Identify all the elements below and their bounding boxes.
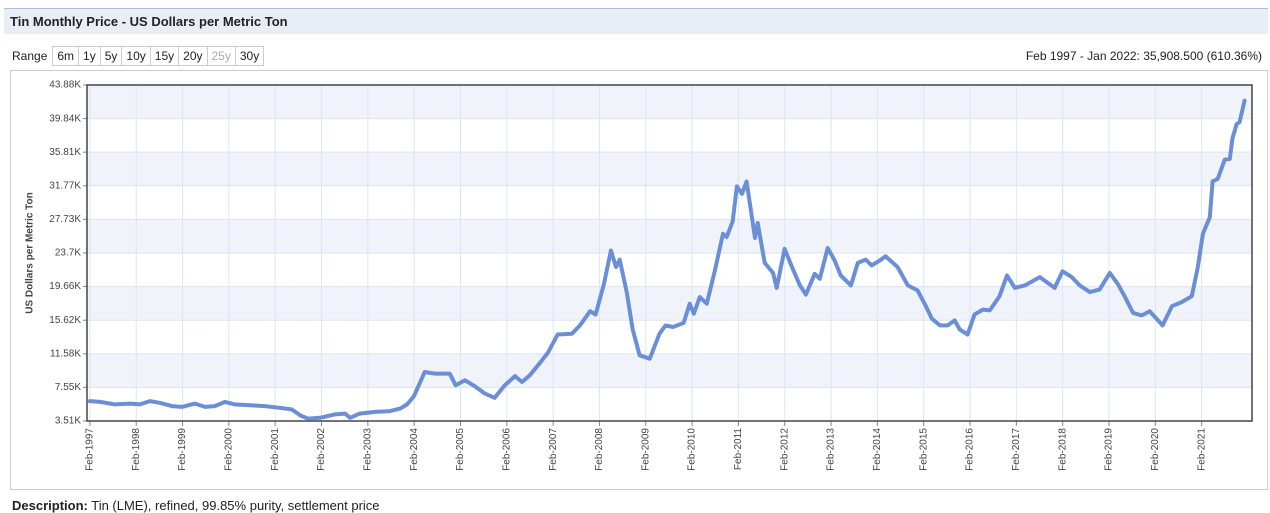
- x-tick-label: Feb-2014: [872, 428, 883, 471]
- x-tick-label: Feb-2006: [501, 428, 512, 471]
- x-tick-label: Feb-1997: [85, 428, 96, 471]
- x-tick-label: Feb-1999: [177, 428, 188, 471]
- x-tick-label: Feb-1998: [131, 428, 142, 471]
- y-tick-label: 15.62K: [49, 315, 81, 326]
- x-tick-label: Feb-2012: [779, 428, 790, 471]
- x-tick-label: Feb-2005: [455, 428, 466, 471]
- x-tick-label: Feb-2004: [409, 428, 420, 471]
- range-button[interactable]: 20y: [178, 46, 208, 66]
- y-tick-label: 3.51K: [55, 416, 81, 427]
- x-tick-label: Feb-2015: [918, 428, 929, 471]
- x-tick-label: Feb-2021: [1196, 428, 1207, 471]
- chart-frame: [10, 70, 1268, 490]
- chart: Feb-1997 Feb-1998 Feb-1999 Feb-2000 Feb-2001…: [25, 80, 1253, 471]
- x-tick-label: Feb-2010: [687, 428, 698, 471]
- x-tick-label: Feb-2000: [224, 428, 235, 471]
- range-button[interactable]: 15y: [149, 46, 180, 66]
- x-tick-label: Feb-2002: [316, 428, 327, 471]
- description-label: Description:: [12, 498, 88, 513]
- range-button[interactable]: 30y: [234, 46, 265, 66]
- price-line: [87, 98, 1247, 421]
- grid-band: [87, 353, 1252, 388]
- grid-band: [87, 85, 1252, 119]
- x-tick-label: Feb-2013: [826, 428, 837, 471]
- y-tick-label: 35.81K: [49, 147, 81, 158]
- y-tick-label: 43.88K: [49, 80, 81, 91]
- range-bar: Range 6m 1y 5y 10y 15y 20y 25y 30y: [12, 46, 265, 66]
- y-tick-label: 11.58K: [50, 348, 81, 359]
- grid-band: [87, 219, 1252, 253]
- x-tick-label: Feb-2003: [362, 428, 373, 471]
- x-tick-label: Feb-2009: [640, 428, 651, 471]
- range-label: Range: [12, 49, 48, 63]
- y-tick-label: 23.7K: [55, 248, 81, 259]
- summary: Feb 1997 - Jan 2022: 35,908.500 (610.36%…: [1025, 49, 1262, 63]
- grid-band: [87, 286, 1252, 321]
- x-tick-label: Feb-2020: [1150, 428, 1161, 471]
- y-tick-label: 7.55K: [55, 382, 81, 393]
- range-buttons: 6m 1y 5y 10y 15y 20y 25y 30y: [52, 46, 265, 66]
- description: Description: Tin (LME), refined, 99.85% …: [12, 498, 380, 513]
- range-button[interactable]: 6m: [52, 46, 80, 66]
- x-tick-label: Feb-2011: [733, 428, 744, 471]
- y-tick-label: 31.77K: [49, 180, 81, 191]
- x-tick-label: Feb-2016: [965, 428, 976, 471]
- x-tick-label: Feb-2017: [1011, 428, 1022, 471]
- grid-band: [87, 152, 1252, 186]
- description-text: Tin (LME), refined, 99.85% purity, settl…: [91, 498, 380, 513]
- y-tick-label: 27.73K: [49, 214, 81, 225]
- x-tick-label: Feb-2008: [594, 428, 605, 471]
- range-button[interactable]: 25y: [206, 46, 236, 66]
- plot-border: [86, 84, 1253, 422]
- x-tick-label: Feb-2001: [270, 428, 281, 471]
- y-tick-label: 39.84K: [49, 113, 81, 124]
- x-tick-label: Feb-2019: [1104, 428, 1115, 471]
- x-tick-label: Feb-2018: [1057, 428, 1068, 471]
- y-axis-label: US Dollars per Metric Ton: [25, 192, 36, 314]
- panel-title: Tin Monthly Price - US Dollars per Metri…: [4, 8, 1268, 34]
- x-tick-label: Feb-2007: [548, 428, 559, 471]
- y-tick-label: 19.66K: [49, 281, 81, 292]
